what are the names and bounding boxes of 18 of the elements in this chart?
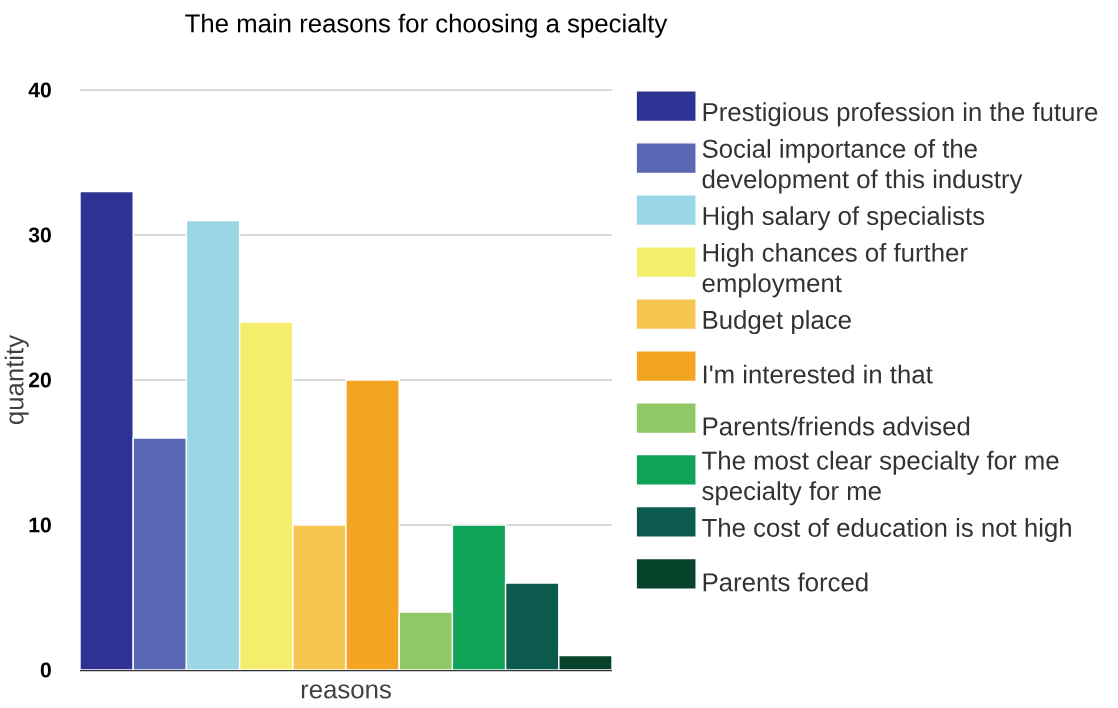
legend-label: High salary of specialists bbox=[703, 206, 985, 231]
y-tick-label: 0 bbox=[40, 662, 51, 678]
legend-label: Parents forced bbox=[703, 572, 868, 592]
y-tick-label: 10 bbox=[29, 517, 51, 533]
x-axis-title: reasons bbox=[301, 684, 391, 699]
legend-label: The cost of education is not high bbox=[702, 517, 1071, 542]
y-tick-label: 20 bbox=[29, 372, 51, 388]
legend-label: Prestigious profession in the future bbox=[703, 102, 1098, 127]
legend-label: The most clear specialty for me specialty for me bbox=[702, 450, 1059, 506]
legend-label: Social importance of the development of this industry bbox=[702, 138, 1023, 194]
y-tick-label: 30 bbox=[28, 227, 51, 243]
legend-label: I'm interested in that bbox=[703, 364, 933, 384]
legend-label: Budget place bbox=[703, 310, 851, 335]
y-tick-label: 40 bbox=[28, 82, 51, 98]
y-axis-title: quantity bbox=[4, 334, 29, 425]
legend-label: High chances of further employment bbox=[702, 242, 968, 298]
chart-title: The main reasons for choosing a specialty bbox=[185, 13, 668, 38]
legend-label: Parents/friends advised bbox=[703, 416, 970, 436]
